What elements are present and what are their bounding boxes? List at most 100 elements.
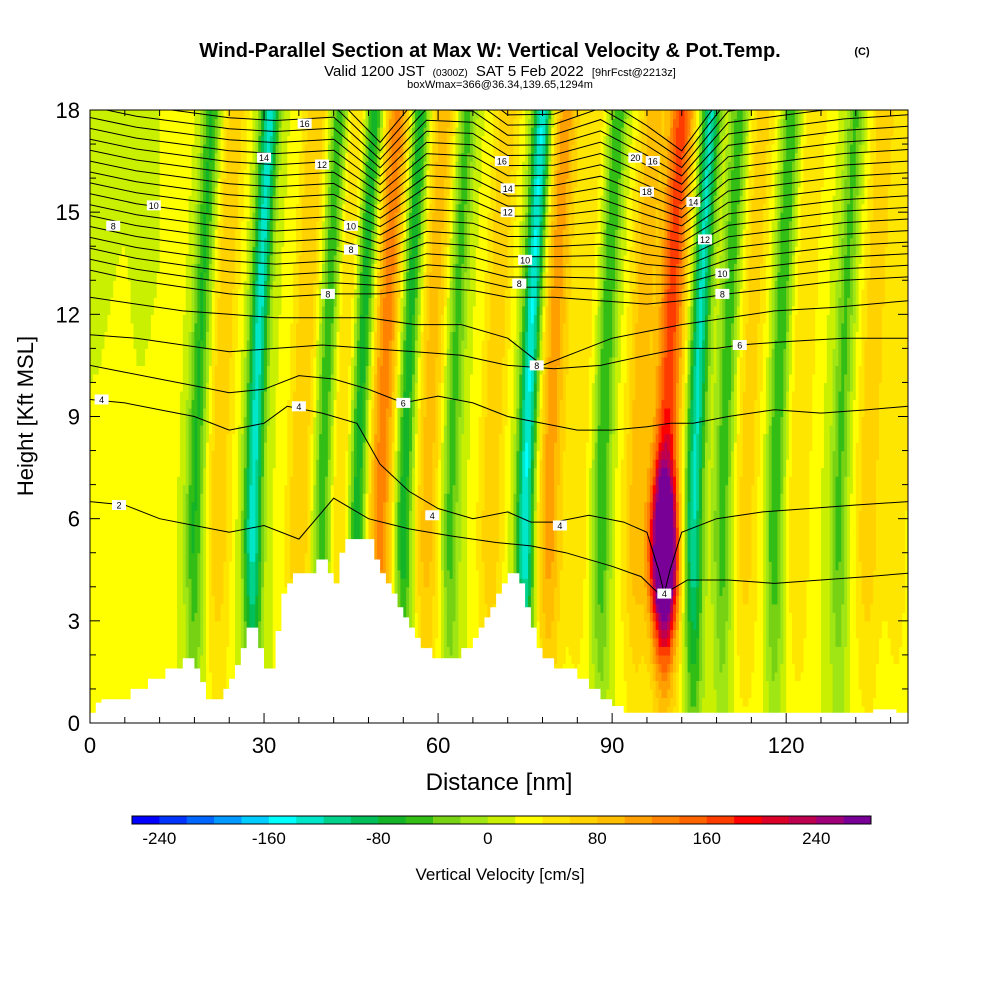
velocity-cell bbox=[319, 442, 329, 452]
velocity-cell bbox=[310, 459, 314, 469]
velocity-cell bbox=[467, 552, 477, 562]
velocity-cell bbox=[458, 450, 462, 460]
velocity-cell bbox=[713, 620, 718, 630]
velocity-cell bbox=[809, 552, 822, 562]
velocity-cell bbox=[626, 484, 631, 494]
velocity-cell bbox=[351, 416, 355, 426]
velocity-cell bbox=[240, 629, 245, 639]
velocity-cell bbox=[780, 493, 784, 503]
velocity-cell bbox=[185, 544, 190, 554]
velocity-cell bbox=[377, 561, 384, 571]
velocity-cell bbox=[658, 654, 671, 664]
velocity-cell bbox=[197, 595, 201, 605]
velocity-cell bbox=[310, 416, 314, 426]
velocity-cell bbox=[249, 433, 254, 443]
velocity-cell bbox=[258, 578, 262, 588]
velocity-cell bbox=[597, 544, 607, 554]
velocity-cell bbox=[612, 459, 619, 469]
velocity-cell bbox=[380, 425, 387, 435]
velocity-cell bbox=[847, 578, 851, 588]
velocity-cell bbox=[327, 510, 332, 520]
velocity-cell bbox=[368, 493, 372, 503]
velocity-cell bbox=[449, 407, 457, 418]
velocity-cell bbox=[696, 578, 700, 588]
velocity-cell bbox=[673, 484, 677, 494]
velocity-cell bbox=[678, 484, 683, 494]
velocity-cell bbox=[287, 476, 291, 486]
velocity-cell bbox=[597, 552, 607, 562]
velocity-cell bbox=[731, 603, 735, 613]
velocity-cell bbox=[333, 501, 346, 511]
velocity-cell bbox=[411, 603, 416, 613]
velocity-cell bbox=[905, 535, 908, 545]
velocity-cell bbox=[673, 416, 677, 426]
velocity-cell bbox=[177, 493, 184, 503]
velocity-cell bbox=[667, 612, 671, 622]
velocity-cell bbox=[200, 663, 207, 673]
velocity-cell bbox=[629, 407, 634, 418]
velocity-cell bbox=[385, 535, 390, 545]
velocity-cell bbox=[208, 612, 216, 622]
velocity-cell bbox=[316, 433, 320, 443]
velocity-cell bbox=[330, 442, 335, 452]
velocity-cell bbox=[287, 425, 294, 435]
velocity-cell bbox=[440, 561, 445, 571]
velocity-cell bbox=[652, 450, 657, 460]
velocity-cell bbox=[266, 442, 277, 452]
velocity-cell bbox=[539, 518, 544, 528]
velocity-cell bbox=[539, 433, 544, 443]
velocity-cell bbox=[394, 467, 399, 477]
velocity-cell bbox=[264, 459, 268, 469]
velocity-cell bbox=[612, 484, 616, 494]
velocity-cell bbox=[594, 442, 599, 452]
velocity-cell bbox=[365, 416, 370, 426]
velocity-cell bbox=[185, 629, 190, 639]
velocity-cell bbox=[861, 501, 877, 511]
velocity-cell bbox=[719, 561, 726, 571]
velocity-cell bbox=[597, 433, 610, 443]
velocity-cell bbox=[345, 484, 349, 494]
velocity-cell bbox=[780, 552, 784, 562]
velocity-cell bbox=[820, 637, 831, 647]
velocity-cell bbox=[208, 527, 213, 537]
velocity-cell bbox=[188, 603, 193, 613]
velocity-cell bbox=[409, 425, 413, 435]
velocity-cell bbox=[249, 467, 254, 477]
velocity-cell bbox=[649, 561, 654, 571]
velocity-cell bbox=[516, 518, 520, 528]
velocity-cell bbox=[272, 578, 285, 588]
velocity-cell bbox=[449, 450, 457, 460]
velocity-cell bbox=[768, 459, 773, 469]
velocity-cell bbox=[443, 637, 448, 647]
velocity-cell bbox=[414, 578, 419, 588]
velocity-cell bbox=[765, 637, 770, 647]
velocity-cell bbox=[597, 510, 607, 520]
velocity-cell bbox=[206, 476, 210, 486]
velocity-cell bbox=[380, 433, 387, 443]
velocity-cell bbox=[411, 416, 416, 426]
velocity-cell bbox=[235, 518, 242, 528]
velocity-cell bbox=[832, 603, 842, 613]
velocity-cell bbox=[809, 501, 822, 511]
velocity-cell bbox=[394, 544, 399, 554]
velocity-cell bbox=[609, 493, 613, 503]
velocity-cell bbox=[542, 535, 547, 545]
velocity-cell bbox=[435, 637, 442, 647]
velocity-cell bbox=[617, 416, 625, 426]
velocity-cell bbox=[765, 518, 770, 528]
velocity-cell bbox=[530, 433, 535, 443]
velocity-cell bbox=[829, 646, 845, 656]
velocity-cell bbox=[327, 416, 332, 426]
velocity-cell bbox=[820, 476, 831, 486]
velocity-cell bbox=[539, 425, 544, 435]
velocity-cell bbox=[597, 459, 607, 469]
velocity-cell bbox=[348, 484, 352, 494]
velocity-cell bbox=[603, 646, 610, 656]
velocity-cell bbox=[786, 459, 793, 469]
velocity-cell bbox=[603, 569, 607, 579]
velocity-cell bbox=[353, 459, 358, 469]
velocity-cell bbox=[583, 612, 590, 622]
velocity-cell bbox=[762, 663, 767, 673]
velocity-cell bbox=[780, 416, 784, 426]
velocity-cell bbox=[194, 510, 201, 520]
